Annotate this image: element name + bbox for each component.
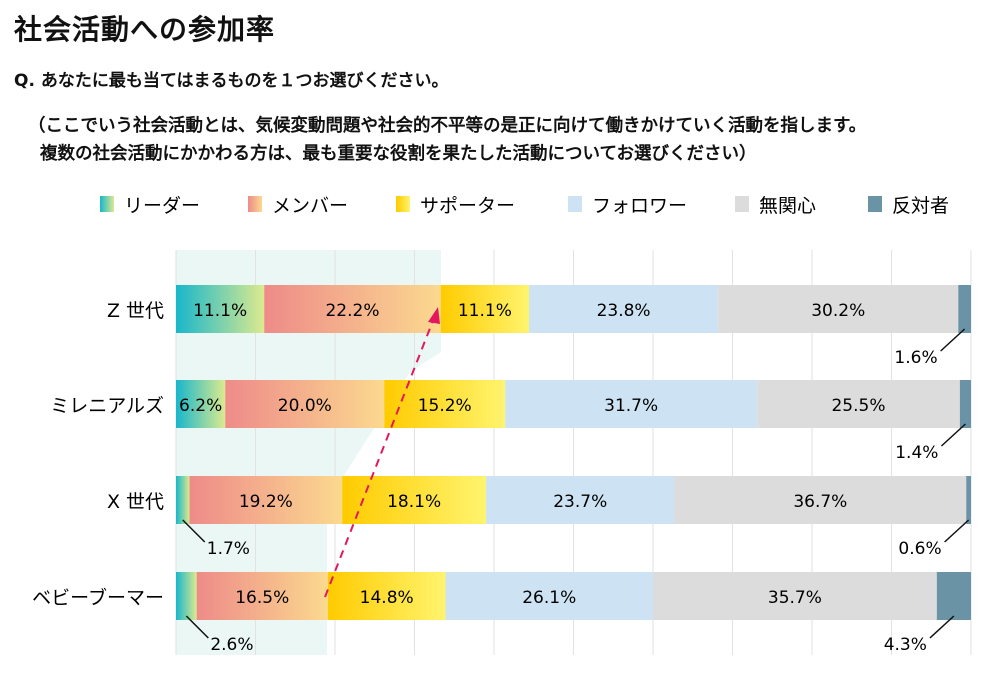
bar-segment-5 bbox=[958, 285, 971, 333]
category-label: ミレニアルズ bbox=[50, 395, 164, 417]
data-label: 36.7% bbox=[793, 492, 847, 512]
bar-segment-3 bbox=[486, 476, 675, 524]
bar-segment-5 bbox=[966, 476, 971, 524]
legend-swatch-4 bbox=[735, 196, 749, 212]
bar-segment-2 bbox=[440, 285, 529, 333]
data-label: 22.2% bbox=[325, 301, 379, 321]
question-text: Q. あなたに最も当てはまるものを１つお選びください。 bbox=[14, 71, 449, 91]
data-label: 16.5% bbox=[235, 588, 289, 608]
data-label: 2.6% bbox=[210, 635, 253, 655]
leader-line bbox=[185, 615, 209, 639]
bar-segment-4 bbox=[757, 380, 960, 428]
data-label: 1.4% bbox=[895, 443, 938, 463]
data-label: 6.2% bbox=[179, 396, 222, 416]
bar-segment-2 bbox=[327, 572, 446, 620]
highlight-area bbox=[176, 250, 441, 655]
data-label: 14.8% bbox=[360, 588, 414, 608]
data-label: 4.3% bbox=[884, 635, 927, 655]
data-label: 26.1% bbox=[522, 588, 576, 608]
leader-line bbox=[929, 615, 955, 639]
bar-segment-1 bbox=[189, 476, 343, 524]
legend-swatch-2 bbox=[396, 196, 410, 212]
data-label: 11.1% bbox=[458, 301, 512, 321]
data-label: 30.2% bbox=[811, 301, 865, 321]
legend-label-4: 無関心 bbox=[759, 195, 816, 217]
trend-arrow-line bbox=[324, 317, 435, 598]
bar-segment-0 bbox=[176, 285, 265, 333]
legend-label-1: メンバー bbox=[272, 195, 348, 217]
bar-segment-1 bbox=[196, 572, 328, 620]
data-label: 23.8% bbox=[597, 301, 651, 321]
bar-segment-4 bbox=[674, 476, 967, 524]
bar-segment-3 bbox=[445, 572, 653, 620]
bar-segment-0 bbox=[176, 476, 190, 524]
leader-line bbox=[944, 519, 970, 543]
legend-label-3: フォロワー bbox=[592, 195, 687, 217]
page-title: 社会活動への参加率 bbox=[14, 13, 276, 46]
data-label: 35.7% bbox=[768, 588, 822, 608]
bar-segment-1 bbox=[264, 285, 441, 333]
note-line-2: 複数の社会活動にかかわる方は、最も重要な役割を果たした活動についてお選びください… bbox=[40, 144, 757, 164]
leader-line bbox=[940, 328, 966, 352]
leader-line bbox=[940, 423, 966, 447]
bar-segment-2 bbox=[384, 380, 506, 428]
legend-swatch-0 bbox=[100, 196, 114, 212]
data-label: 19.2% bbox=[239, 492, 293, 512]
bar-segment-5 bbox=[959, 380, 971, 428]
bar-segment-0 bbox=[176, 572, 197, 620]
data-label: 11.1% bbox=[193, 301, 247, 321]
data-label: 0.6% bbox=[898, 539, 941, 559]
legend-label-2: サポーター bbox=[420, 195, 515, 217]
legend-swatch-5 bbox=[868, 196, 882, 212]
data-label: 1.6% bbox=[894, 348, 937, 368]
legend-label-5: 反対者 bbox=[892, 195, 949, 217]
legend-label-0: リーダー bbox=[124, 195, 200, 217]
category-label: X 世代 bbox=[107, 491, 164, 513]
bar-segment-2 bbox=[342, 476, 487, 524]
legend-swatch-3 bbox=[568, 196, 582, 212]
data-label: 20.0% bbox=[278, 396, 332, 416]
data-label: 15.2% bbox=[418, 396, 472, 416]
data-label: 23.7% bbox=[553, 492, 607, 512]
bar-segment-3 bbox=[528, 285, 719, 333]
category-label: Z 世代 bbox=[107, 300, 164, 322]
bar-segment-4 bbox=[653, 572, 937, 620]
data-label: 31.7% bbox=[604, 396, 658, 416]
leader-line bbox=[182, 519, 206, 543]
bar-segment-4 bbox=[718, 285, 959, 333]
note-line-1: （ここでいう社会活動とは、気候変動問題や社会的不平等の是正に向けて働きかけていく… bbox=[28, 116, 867, 136]
data-label: 1.7% bbox=[207, 539, 250, 559]
legend-swatch-1 bbox=[248, 196, 262, 212]
bar-segment-3 bbox=[505, 380, 758, 428]
bar-segment-0 bbox=[176, 380, 226, 428]
bar-segment-5 bbox=[936, 572, 971, 620]
category-label: ベビーブーマー bbox=[32, 586, 164, 609]
bar-segment-1 bbox=[225, 380, 385, 428]
arrow-head-icon bbox=[428, 307, 440, 324]
data-label: 18.1% bbox=[387, 492, 441, 512]
data-label: 25.5% bbox=[831, 396, 885, 416]
